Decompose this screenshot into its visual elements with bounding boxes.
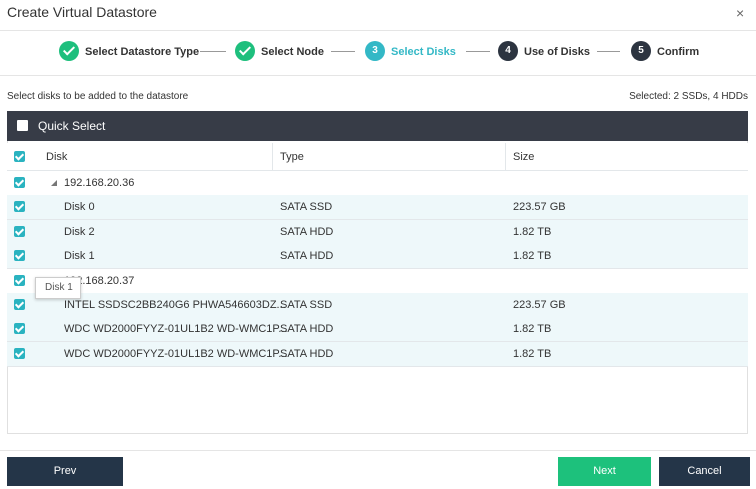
host-name: 192.168.20.37 [64,274,135,287]
disk-size: 1.82 TB [513,250,552,263]
toolbar: Quick Select [7,111,748,141]
cancel-button[interactable]: Cancel [659,457,750,486]
step-label: Confirm [657,46,700,58]
disk-name: Disk 0 [64,201,95,214]
checkbox[interactable] [14,323,25,335]
divider [0,450,756,451]
host-name: 192.168.20.36 [64,177,135,189]
expand-icon [51,180,57,186]
disk-type: SATA SSD [280,299,333,311]
column-header: Type [280,151,304,163]
checkbox[interactable] [14,299,25,310]
checkbox[interactable] [14,225,25,237]
column-divider [505,143,506,170]
step-label: Select Node [261,46,324,58]
quick-select-icon [17,120,28,131]
divider [0,75,756,76]
step-label: Select Datastore Type [85,46,200,58]
checkbox[interactable] [14,250,25,262]
next-button[interactable]: Next [558,457,651,486]
disk-row: Disk 1 SATA HDD 1.82 TB [7,244,748,270]
checkbox[interactable] [14,177,25,188]
disk-size: 1.82 TB [513,323,552,336]
disk-type: SATA HDD [280,225,334,238]
dialog-title: Create Virtual Datastore [7,4,157,20]
instruction: Select disks to be added to the datastor… [7,91,189,102]
disk-row: INTEL SSDSC2BB240G6 PHWA546603DZ... SATA … [7,293,748,318]
disk-row: Disk 2 SATA HDD 1.82 TB [7,219,748,245]
step-circle: 3 [365,41,385,61]
step-circle: 4 [498,41,518,61]
column-header: Disk [46,151,68,163]
disk-type: SATA HDD [280,347,334,360]
selection-summary: Selected: 2 SSDs, 4 HDDs [629,91,748,102]
disk-name: WDC WD2000FYYZ-01UL1B2 WD-WMC1P... [64,323,288,336]
step-circle [235,41,255,61]
disk-name: Disk 2 [64,225,95,238]
step-connector [331,51,355,52]
disk-name: INTEL SSDSC2BB240G6 PHWA546603DZ... [64,299,286,311]
step-circle [59,41,79,61]
checkbox[interactable] [14,201,25,213]
disk-name: Disk 1 [64,250,95,263]
prev-button[interactable]: Prev [7,457,123,486]
close-button[interactable]: × [736,5,745,21]
table-header: Disk Type Size [7,143,748,171]
step-connector [466,51,490,52]
quick-select[interactable]: Quick Select [38,119,106,133]
divider [0,30,756,31]
disk-type: SATA HDD [280,323,334,336]
disk-type: SATA SSD [280,201,333,214]
disk-row: WDC WD2000FYYZ-01UL1B2 WD-WMC1P... SATA H… [7,341,748,367]
checkbox[interactable] [14,274,25,286]
disk-size: 223.57 GB [513,299,566,311]
disk-row: Disk 0 SATA SSD 223.57 GB [7,195,748,221]
column-divider [272,143,273,170]
disk-name: WDC WD2000FYYZ-01UL1B2 WD-WMC1P... [64,347,288,360]
checkbox[interactable] [14,347,25,359]
group-row: 192.168.20.36 [7,171,748,196]
disk-row: WDC WD2000FYYZ-01UL1B2 WD-WMC1P... SATA H… [7,317,748,343]
column-header: Size [513,151,535,163]
step-connector [597,51,620,52]
disk-size: 1.82 TB [513,225,552,238]
disk-size: 223.57 GB [513,201,566,214]
disk-type: SATA HDD [280,250,334,263]
step-label: Select Disks [391,46,456,58]
checkbox[interactable] [14,151,25,162]
step-connector [200,51,226,52]
tooltip: Disk 1 [35,277,81,299]
step-label: Use of Disks [524,46,591,58]
step-circle: 5 [631,41,651,61]
group-row: 192.168.20.37 [7,268,748,294]
disk-size: 1.82 TB [513,347,552,360]
